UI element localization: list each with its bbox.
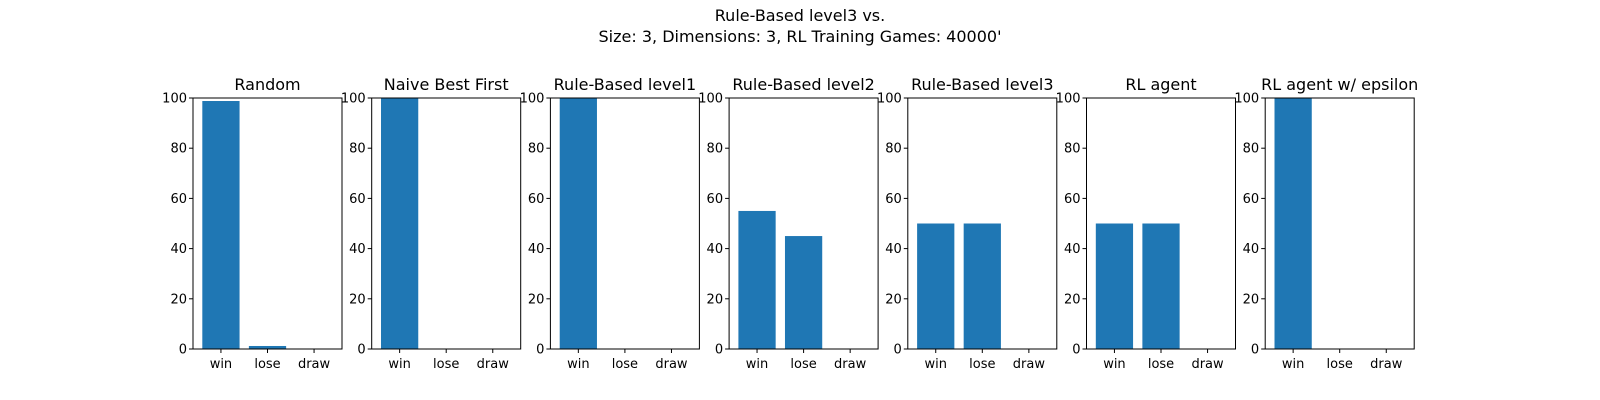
xtick-label-win: win: [210, 357, 232, 372]
ytick-label: 40: [885, 242, 902, 257]
xtick-label-draw: draw: [1370, 357, 1403, 372]
ytick-label: 80: [707, 142, 724, 157]
ytick-label: 60: [528, 192, 545, 207]
bar-win: [1095, 223, 1134, 349]
bar-win: [1274, 98, 1312, 349]
ytick-label: 40: [1064, 242, 1081, 257]
bar-win: [917, 223, 955, 349]
xtick-label-win: win: [924, 357, 946, 372]
ytick-label: 80: [170, 142, 187, 157]
ytick-label: 60: [1064, 192, 1081, 207]
ytick-label: 60: [885, 192, 902, 207]
subplot-1: 0 20 40 60 80 100 win lose draw Naive Best First: [341, 75, 522, 372]
xtick-label-draw: draw: [477, 357, 510, 372]
xtick-label-win: win: [746, 357, 768, 372]
bar-lose: [248, 345, 287, 349]
subplot-3: 0 20 40 60 80 100 win lose draw Rule-Based level2: [698, 75, 879, 372]
ytick-label: 100: [1056, 92, 1081, 107]
bar-lose: [784, 236, 823, 349]
bar-win: [738, 210, 776, 349]
ytick-label: 80: [349, 142, 366, 157]
ytick-label: 100: [520, 92, 545, 107]
subplot-0: 0 20 40 60 80 100 win lose draw Random: [162, 75, 343, 372]
ytick-label: 0: [536, 343, 544, 358]
ytick-label: 0: [179, 343, 187, 358]
figure-title-line2: Size: 3, Dimensions: 3, RL Training Game…: [599, 27, 1002, 46]
bar-win: [202, 101, 240, 349]
ytick-label: 80: [528, 142, 545, 157]
ytick-label: 20: [707, 292, 724, 307]
ytick-label: 20: [528, 292, 545, 307]
xtick-label-draw: draw: [1191, 357, 1224, 372]
xtick-label-lose: lose: [433, 357, 459, 372]
ytick-label: 20: [1064, 292, 1081, 307]
ytick-label: 0: [894, 343, 902, 358]
ytick-label: 80: [1064, 142, 1081, 157]
ytick-label: 40: [170, 242, 187, 257]
subplot-5: 0 20 40 60 80 100 win lose draw RL agent: [1056, 75, 1236, 372]
ytick-label: 0: [1251, 343, 1259, 358]
subplot-title: Rule-Based level1: [554, 75, 696, 94]
ytick-label: 60: [170, 192, 187, 207]
ytick-label: 100: [698, 92, 723, 107]
bar-lose: [963, 223, 1001, 349]
xtick-label-lose: lose: [1148, 357, 1174, 372]
ytick-label: 40: [1243, 242, 1260, 257]
ytick-label: 60: [707, 192, 724, 207]
ytick-label: 0: [357, 343, 365, 358]
ytick-label: 20: [1243, 292, 1260, 307]
bar-lose: [1142, 223, 1180, 349]
subplot-title: Rule-Based level3: [911, 75, 1053, 94]
ytick-label: 20: [885, 292, 902, 307]
ytick-label: 60: [349, 192, 366, 207]
ytick-label: 100: [162, 92, 187, 107]
subplot-title: Naive Best First: [384, 75, 509, 94]
bar-win: [559, 98, 597, 349]
subplot-title: Rule-Based level2: [732, 75, 874, 94]
xtick-label-draw: draw: [298, 357, 331, 372]
ytick-label: 40: [707, 242, 724, 257]
xtick-label-draw: draw: [655, 357, 688, 372]
subplot-6: 0 20 40 60 80 100 win lose draw RL agent w/ epsil…: [1234, 75, 1418, 372]
xtick-label-draw: draw: [1013, 357, 1046, 372]
subplot-title: Random: [234, 75, 300, 94]
bar-win: [381, 98, 419, 349]
ytick-label: 40: [528, 242, 545, 257]
ytick-label: 40: [349, 242, 366, 257]
subplot-grid: 0 20 40 60 80 100 win lose draw Random 0 20 40 60 80 10…: [162, 75, 1418, 372]
ytick-label: 80: [1243, 142, 1260, 157]
xtick-label-win: win: [1103, 357, 1125, 372]
ytick-label: 0: [1072, 343, 1080, 358]
ytick-label: 80: [885, 142, 902, 157]
ytick-label: 100: [341, 92, 366, 107]
xtick-label-win: win: [388, 357, 410, 372]
ytick-label: 100: [877, 92, 902, 107]
figure-title-line1: Rule-Based level3 vs.: [715, 6, 885, 25]
ytick-label: 20: [349, 292, 366, 307]
subplot-title: RL agent w/ epsilon: [1261, 75, 1418, 94]
subplot-4: 0 20 40 60 80 100 win lose draw Rule-Based level3: [877, 75, 1058, 372]
xtick-label-lose: lose: [969, 357, 995, 372]
subplot-title: RL agent: [1125, 75, 1196, 94]
xtick-label-draw: draw: [834, 357, 867, 372]
xtick-label-lose: lose: [254, 357, 280, 372]
xtick-label-win: win: [567, 357, 589, 372]
ytick-label: 0: [715, 343, 723, 358]
xtick-label-win: win: [1282, 357, 1304, 372]
ytick-label: 20: [170, 292, 187, 307]
subplot-2: 0 20 40 60 80 100 win lose draw Rule-Based level1: [520, 75, 700, 372]
ytick-label: 60: [1243, 192, 1260, 207]
xtick-label-lose: lose: [612, 357, 638, 372]
ytick-label: 100: [1234, 92, 1259, 107]
xtick-label-lose: lose: [790, 357, 816, 372]
xtick-label-lose: lose: [1327, 357, 1353, 372]
